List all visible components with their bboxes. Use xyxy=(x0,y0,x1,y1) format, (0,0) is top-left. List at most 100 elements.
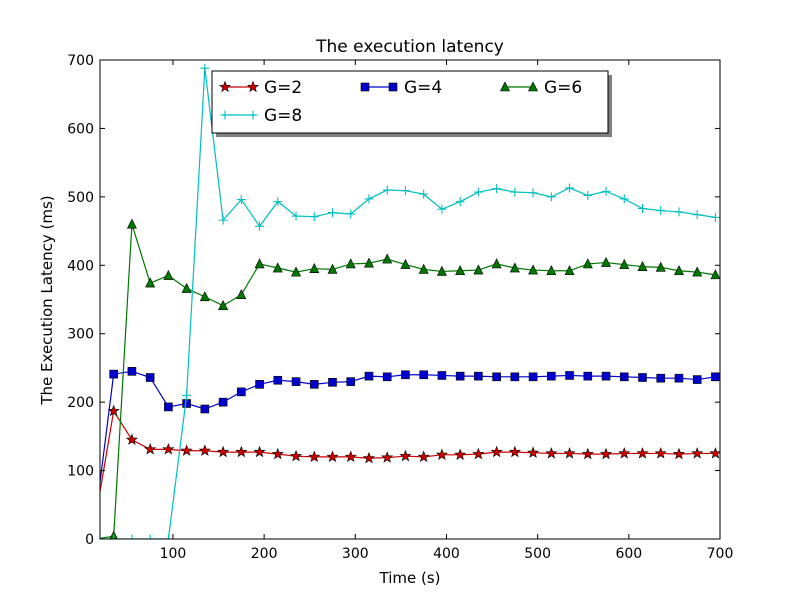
data-point xyxy=(145,373,155,382)
data-point xyxy=(291,266,302,277)
x-tick-label: 400 xyxy=(433,546,460,562)
data-point xyxy=(109,534,119,539)
data-point xyxy=(455,197,465,207)
x-tick-label: 200 xyxy=(251,546,278,562)
data-point xyxy=(546,192,556,202)
data-point xyxy=(401,370,410,380)
series-line xyxy=(100,409,716,496)
data-point xyxy=(565,371,574,380)
legend-entry: G=2 xyxy=(218,78,302,98)
data-point xyxy=(236,195,246,205)
y-tick-label: 700 xyxy=(67,53,94,69)
y-axis-label: The Execution Latency (ms) xyxy=(38,195,56,405)
data-point xyxy=(127,367,137,376)
data-point xyxy=(289,449,303,462)
x-tick-label: 100 xyxy=(160,546,187,562)
data-point xyxy=(547,371,556,381)
series-g2 xyxy=(100,404,720,496)
data-point xyxy=(309,263,320,274)
data-point xyxy=(636,447,649,459)
y-tick-label: 100 xyxy=(67,464,94,480)
data-point xyxy=(583,371,593,381)
data-point xyxy=(546,265,557,276)
data-point xyxy=(400,186,410,196)
data-point xyxy=(382,185,392,195)
data-point xyxy=(672,447,686,460)
data-point xyxy=(328,377,337,387)
series-g4 xyxy=(100,367,720,488)
data-point xyxy=(709,447,720,459)
legend-marker xyxy=(248,110,258,120)
data-point xyxy=(362,451,376,464)
legend-marker xyxy=(246,80,260,93)
y-tick-label: 300 xyxy=(67,327,94,343)
data-point xyxy=(510,372,520,382)
data-point xyxy=(162,442,175,455)
y-tick-label: 200 xyxy=(67,395,94,411)
data-point xyxy=(328,208,337,218)
data-point xyxy=(327,263,338,274)
series-line xyxy=(100,68,716,539)
data-point xyxy=(273,197,283,207)
data-point xyxy=(273,375,283,385)
x-tick-label: 600 xyxy=(615,546,642,562)
data-point xyxy=(364,194,374,204)
data-point xyxy=(200,404,210,414)
data-point xyxy=(654,447,667,459)
data-point xyxy=(508,445,521,458)
data-point xyxy=(163,269,174,280)
data-point xyxy=(399,449,412,462)
data-point xyxy=(656,206,666,216)
data-point xyxy=(528,264,539,275)
data-point xyxy=(473,264,484,275)
data-point xyxy=(637,260,648,271)
data-point xyxy=(237,387,246,397)
data-point xyxy=(218,397,228,407)
x-axis-label: Time (s) xyxy=(379,569,441,587)
data-point xyxy=(291,377,301,386)
data-point xyxy=(691,447,704,459)
data-point xyxy=(271,447,284,460)
chart-title: The execution latency xyxy=(315,37,504,57)
data-point xyxy=(255,221,265,231)
data-point xyxy=(145,277,156,288)
data-point xyxy=(400,258,411,269)
x-tick-label: 700 xyxy=(707,546,734,562)
data-point xyxy=(564,265,575,276)
data-point xyxy=(455,265,466,276)
data-point xyxy=(619,372,629,382)
data-point xyxy=(638,203,647,213)
legend-entry: G=8 xyxy=(220,106,302,126)
data-point xyxy=(565,183,575,193)
data-point xyxy=(656,373,666,383)
y-tick-label: 500 xyxy=(67,190,94,206)
legend-entry: G=6 xyxy=(500,78,582,98)
data-point xyxy=(655,261,666,272)
data-point xyxy=(127,534,137,539)
legend-label: G=8 xyxy=(264,106,302,126)
axes: 100 200 300 400 500 600 700 0 100 200 300 400 500 600… xyxy=(67,53,733,562)
data-point xyxy=(619,258,630,269)
legend-box xyxy=(211,70,609,134)
data-point xyxy=(710,269,720,280)
data-point xyxy=(437,371,447,380)
data-point xyxy=(346,377,356,386)
data-point xyxy=(527,446,540,458)
data-point xyxy=(638,373,647,382)
data-point xyxy=(218,215,228,225)
data-point xyxy=(164,402,173,412)
data-point xyxy=(182,399,191,408)
data-point xyxy=(272,262,283,273)
series-g8 xyxy=(100,63,720,539)
plot-area xyxy=(100,63,720,539)
data-point xyxy=(144,442,157,455)
plot-frame xyxy=(99,59,721,540)
data-point xyxy=(255,380,264,389)
data-point xyxy=(474,371,483,381)
data-point xyxy=(599,447,613,460)
data-point xyxy=(710,212,720,222)
data-point xyxy=(180,444,193,456)
data-point xyxy=(217,445,230,458)
data-point xyxy=(454,448,467,460)
